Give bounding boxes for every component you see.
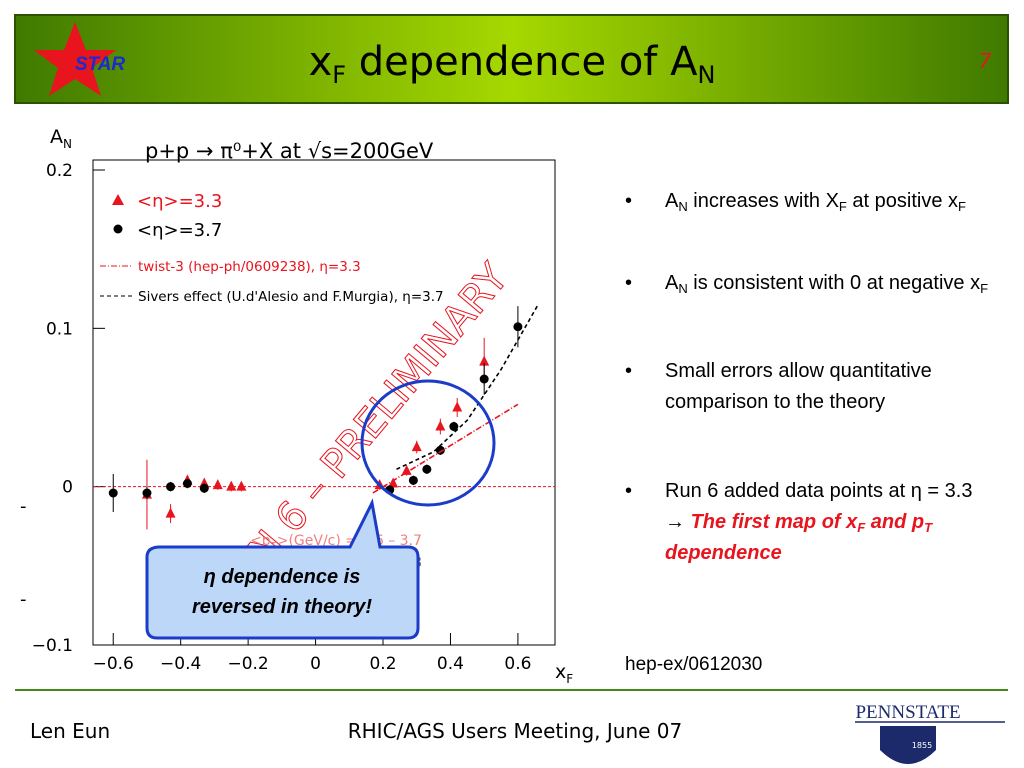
sub: F	[980, 281, 989, 296]
legend-marker	[113, 224, 123, 234]
footer-author: Len Eun	[30, 719, 110, 743]
text: A	[665, 272, 679, 294]
legend-label: Sivers effect (U.d'Alesio and F.Murgia),…	[138, 289, 444, 305]
data-point	[411, 441, 422, 452]
logo-text: STAR	[75, 54, 126, 75]
callout-text: η dependence is	[204, 566, 361, 588]
chart-title: p+p → π⁰+X at √s=200GeV	[145, 139, 434, 163]
text: increases with X	[687, 190, 839, 212]
y-tick-label: 0.2	[46, 161, 73, 181]
sub: F	[857, 520, 866, 535]
data-point	[142, 488, 152, 498]
data-point	[479, 355, 490, 366]
label-sub: N	[63, 137, 72, 151]
x-tick-label: 0.6	[504, 654, 531, 674]
sub: F	[958, 199, 966, 214]
slide-title: xF dependence of AN	[309, 39, 716, 89]
data-point	[408, 475, 418, 485]
text: dependence	[665, 542, 782, 564]
text: Run 6 added data points at η = 3.3 →	[665, 480, 973, 533]
x-tick-label: −0.6	[93, 654, 134, 674]
page-number: 7	[979, 49, 992, 73]
y-axis-label: AN	[50, 126, 72, 151]
legend-label: <η>=3.3	[137, 191, 222, 212]
sub: F	[838, 199, 847, 214]
x-tick-label: 0.4	[437, 654, 464, 674]
data-point	[449, 422, 459, 431]
text: at positive x	[846, 190, 959, 212]
text: is consistent with 0 at negative x	[687, 272, 981, 294]
x-tick-label: 0.2	[369, 654, 396, 674]
bullet: • Small errors allow quantitative compari…	[625, 356, 995, 418]
title-part: dependence of A	[346, 39, 698, 85]
data-point	[388, 477, 399, 488]
logo-year: 1855	[912, 741, 932, 750]
data-point	[165, 507, 176, 518]
y-tick-label: 0.1	[46, 319, 73, 339]
data-point	[182, 479, 192, 488]
bullet: • AN increases with XF at positive xF	[625, 190, 966, 214]
header-bar	[14, 14, 1009, 104]
stray-mark: -	[20, 496, 27, 517]
x-tick-label: −0.4	[160, 654, 201, 674]
sub: N	[678, 281, 688, 296]
callout-box	[145, 498, 420, 640]
data-point	[166, 482, 176, 492]
bullet: • Run 6 added data points at η = 3.3 → Th…	[625, 480, 973, 564]
data-point	[212, 479, 223, 490]
star-logo	[34, 22, 116, 96]
label-part: x	[555, 661, 566, 683]
label-part: <p	[250, 533, 271, 549]
data-point	[435, 420, 446, 431]
bullet: • AN is consistent with 0 at negative xF	[625, 272, 989, 296]
chart-overlay: η dependence is reversed in theory!	[145, 379, 496, 640]
y-tick-label: 0	[62, 478, 73, 498]
data-point	[199, 483, 209, 493]
data-point	[422, 464, 432, 474]
text: and p	[865, 511, 925, 533]
title-part: x	[309, 39, 333, 85]
label-sub: F	[566, 672, 573, 686]
x-axis-label: xF	[555, 661, 573, 686]
legend-label: twist-3 (hep-ph/0609238), η=3.3	[138, 259, 361, 275]
data-point	[108, 488, 118, 498]
logo-shield	[880, 726, 936, 764]
data-point	[435, 445, 445, 455]
pt-label: <pT>(GeV/c) = 1.6 – 3.7	[250, 533, 422, 552]
stray-mark: -	[20, 589, 27, 610]
pennstate-logo: PENNSTATE	[855, 702, 960, 723]
title-sub: F	[332, 61, 346, 89]
model-curve	[396, 304, 539, 470]
x-tick-label: 0	[310, 654, 321, 674]
text: A	[665, 190, 679, 212]
data-point	[513, 322, 523, 332]
highlight-ellipse	[360, 379, 496, 507]
sub: N	[678, 199, 688, 214]
data-point	[452, 401, 463, 412]
sub: T	[924, 520, 933, 535]
label-part: A	[50, 126, 63, 148]
data-point	[226, 480, 237, 491]
title-sub: N	[697, 61, 715, 89]
text: The first map of x	[690, 511, 858, 533]
data-point	[479, 374, 489, 384]
text: Small errors allow quantitative comparis…	[665, 360, 932, 413]
callout-text: reversed in theory!	[192, 596, 372, 618]
data-point	[401, 464, 412, 475]
legend-label: <η>=3.7	[137, 220, 222, 241]
reference: hep-ex/0612030	[625, 654, 762, 675]
x-tick-label: −0.2	[227, 654, 268, 674]
label-part: >(GeV/c) = 1.6 – 3.7	[277, 533, 422, 549]
footer-meeting: RHIC/AGS Users Meeting, June 07	[348, 719, 683, 743]
y-tick-label: −0.1	[32, 636, 73, 656]
legend-marker	[112, 194, 124, 205]
data-point	[236, 480, 247, 491]
